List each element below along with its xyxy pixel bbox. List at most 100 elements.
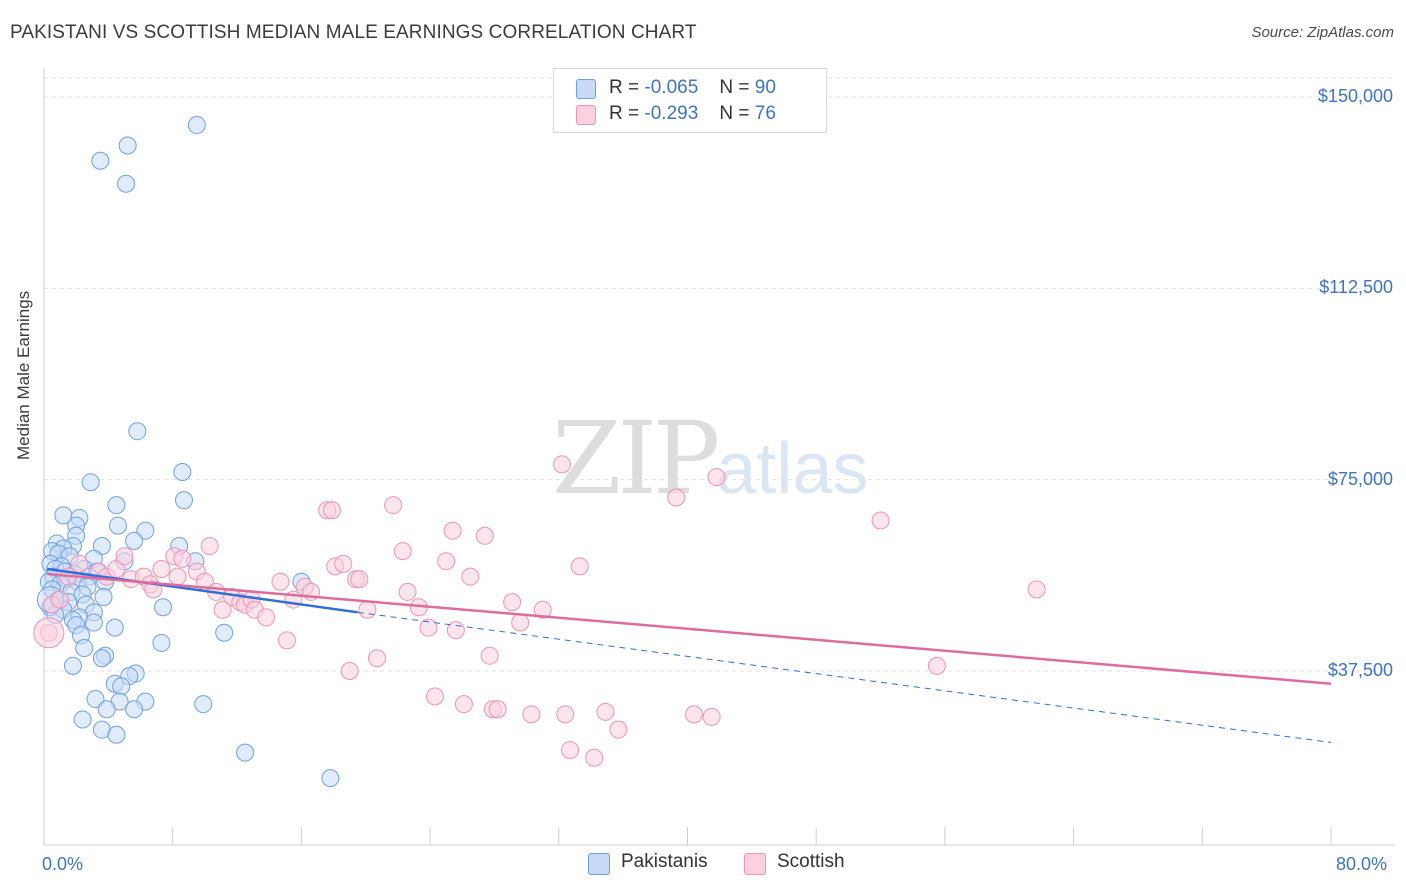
data-point — [667, 488, 686, 507]
data-point — [152, 633, 171, 652]
data-point — [152, 559, 171, 578]
data-point — [92, 649, 111, 668]
data-point — [1027, 580, 1046, 599]
data-point — [173, 549, 192, 568]
data-point — [454, 695, 473, 714]
data-point — [425, 687, 444, 706]
data-point — [707, 468, 726, 487]
data-point — [368, 649, 387, 668]
data-point — [173, 463, 192, 482]
y-tick-label: $150,000 — [1317, 86, 1393, 106]
data-point — [596, 702, 615, 721]
legend-r-value: -0.293 — [644, 103, 699, 124]
gridlines — [44, 77, 1395, 672]
data-point — [84, 613, 103, 632]
pakistanis-trend-line — [47, 567, 358, 614]
data-point — [321, 769, 340, 788]
y-tick-label: $75,000 — [1327, 468, 1393, 489]
data-point — [340, 662, 359, 680]
data-point-cluster — [33, 617, 65, 649]
scottish-trend-line — [47, 572, 1332, 686]
data-point — [927, 656, 946, 675]
data-point — [97, 700, 116, 719]
data-point — [115, 547, 134, 566]
data-point — [70, 554, 89, 573]
data-point — [358, 600, 377, 619]
x-tick-min: 0.0% — [42, 854, 84, 874]
data-point — [393, 542, 412, 561]
legend-swatch-pink — [576, 105, 596, 125]
data-point — [511, 613, 530, 632]
data-point — [125, 531, 144, 550]
data-point — [107, 725, 126, 744]
data-point — [128, 422, 147, 441]
legend-n-label: N = — [719, 103, 750, 124]
data-point — [154, 598, 173, 617]
data-point — [488, 700, 507, 719]
legend-n-label: N = — [719, 77, 750, 98]
data-point — [174, 491, 193, 510]
legend-r-label: R = — [609, 77, 640, 98]
data-point — [194, 695, 213, 714]
data-point — [350, 570, 369, 589]
data-point — [73, 710, 92, 729]
axes — [43, 68, 1395, 846]
source-label: Source: ZipAtlas.com — [1251, 24, 1394, 41]
data-point — [437, 552, 456, 571]
data-point — [75, 639, 94, 658]
trend-lines — [47, 567, 1332, 743]
watermark-zip: ZIP — [552, 400, 720, 517]
data-point — [322, 501, 341, 520]
data-point — [553, 455, 572, 474]
data-point — [94, 588, 113, 607]
pakistanis-trend-extension — [357, 611, 1332, 743]
data-point — [107, 496, 126, 515]
y-tick-label: $37,500 — [1327, 660, 1393, 680]
y-tick-label: $112,500 — [1319, 277, 1393, 298]
data-point — [125, 700, 144, 719]
data-point — [480, 646, 499, 665]
legend-r-value: -0.065 — [644, 77, 699, 98]
data-point — [81, 473, 100, 492]
legend-n-value: 90 — [754, 77, 776, 98]
data-point — [871, 511, 890, 530]
legend-swatch-blue — [576, 79, 596, 99]
watermark-atlas: atlas — [716, 429, 869, 509]
data-point — [168, 567, 187, 586]
data-point — [556, 705, 575, 724]
legend-swatch-blue — [588, 853, 610, 875]
data-point — [92, 536, 111, 555]
data-point — [585, 748, 604, 767]
data-point — [419, 618, 438, 637]
legend-r-label: R = — [609, 103, 640, 124]
data-point — [334, 554, 353, 573]
data-point — [118, 136, 137, 155]
data-point — [213, 600, 232, 619]
watermark: ZIPatlas — [552, 400, 868, 517]
data-point — [136, 521, 155, 540]
data-point — [461, 567, 480, 586]
y-axis-title: Median Male Earnings — [14, 290, 33, 460]
data-point — [257, 608, 276, 627]
legend-n-value: 76 — [754, 103, 776, 124]
legend-swatch-pink — [744, 853, 766, 875]
data-point — [236, 743, 255, 762]
data-point — [117, 174, 136, 193]
legend-label: Scottish — [777, 851, 845, 872]
data-point — [443, 521, 462, 540]
data-point — [109, 516, 128, 535]
chart-title: PAKISTANI VS SCOTTISH MEDIAN MALE EARNIN… — [10, 22, 697, 43]
data-point — [271, 572, 290, 591]
data-point — [112, 677, 131, 696]
data-point — [702, 707, 721, 726]
data-point — [63, 656, 82, 675]
data-point — [105, 618, 124, 637]
data-point — [86, 690, 105, 709]
data-point — [187, 116, 206, 135]
correlation-legend: R = -0.065 N = 90 R = -0.293 N = 76 — [553, 68, 827, 133]
data-point — [475, 526, 494, 545]
data-point — [533, 600, 552, 619]
data-point — [684, 705, 703, 724]
data-point — [522, 705, 541, 724]
